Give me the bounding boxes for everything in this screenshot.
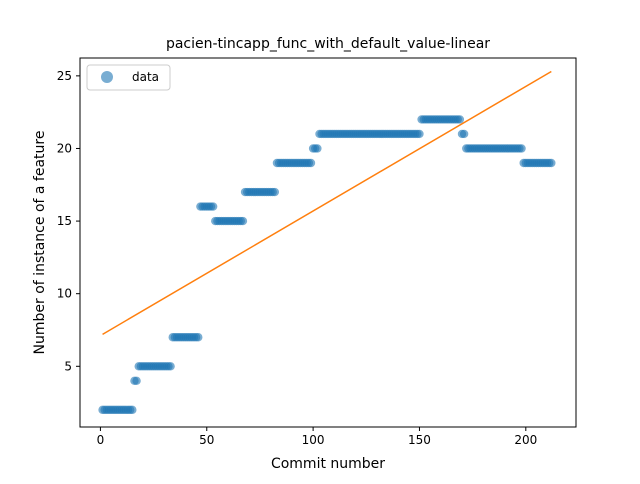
x-axis-label: Commit number bbox=[271, 456, 385, 472]
data-point bbox=[455, 115, 465, 124]
data-point bbox=[306, 158, 316, 168]
data-point bbox=[166, 362, 175, 371]
chart-title: pacien-tincapp_func_with_default_value-l… bbox=[166, 36, 490, 52]
y-axis-label: Number of instance of a feature bbox=[32, 131, 48, 355]
data-point bbox=[128, 405, 137, 415]
fit-line bbox=[102, 70, 552, 335]
data-point bbox=[459, 129, 469, 139]
legend: data bbox=[86, 64, 171, 91]
y-tick-label: 10 bbox=[57, 287, 72, 301]
x-tick-label: 200 bbox=[514, 433, 537, 447]
data-point bbox=[270, 187, 280, 197]
legend-marker bbox=[101, 71, 113, 83]
data-point bbox=[238, 216, 248, 226]
y-tick-label: 15 bbox=[57, 214, 72, 228]
data-point bbox=[194, 333, 203, 342]
plot-frame bbox=[79, 57, 577, 428]
data-point bbox=[313, 144, 322, 153]
data-point bbox=[132, 376, 141, 386]
x-tick-label: 100 bbox=[302, 433, 325, 447]
data-point bbox=[208, 202, 218, 211]
x-tick-label: 50 bbox=[199, 433, 214, 447]
x-tick-label: 0 bbox=[97, 433, 105, 447]
y-tick-label: 20 bbox=[57, 141, 72, 155]
data-point bbox=[517, 144, 526, 153]
y-tick-label: 25 bbox=[57, 69, 72, 83]
fit-line-group bbox=[102, 70, 552, 335]
data-point bbox=[547, 158, 556, 168]
x-axis-ticks: 0 50 100 150 200 bbox=[97, 427, 537, 447]
y-tick-label: 5 bbox=[64, 359, 72, 373]
x-tick-label: 150 bbox=[408, 433, 431, 447]
data-points bbox=[98, 115, 556, 415]
y-axis-ticks: 5 10 15 20 25 bbox=[57, 69, 80, 373]
legend-label: data bbox=[132, 70, 159, 84]
data-point bbox=[415, 129, 424, 139]
